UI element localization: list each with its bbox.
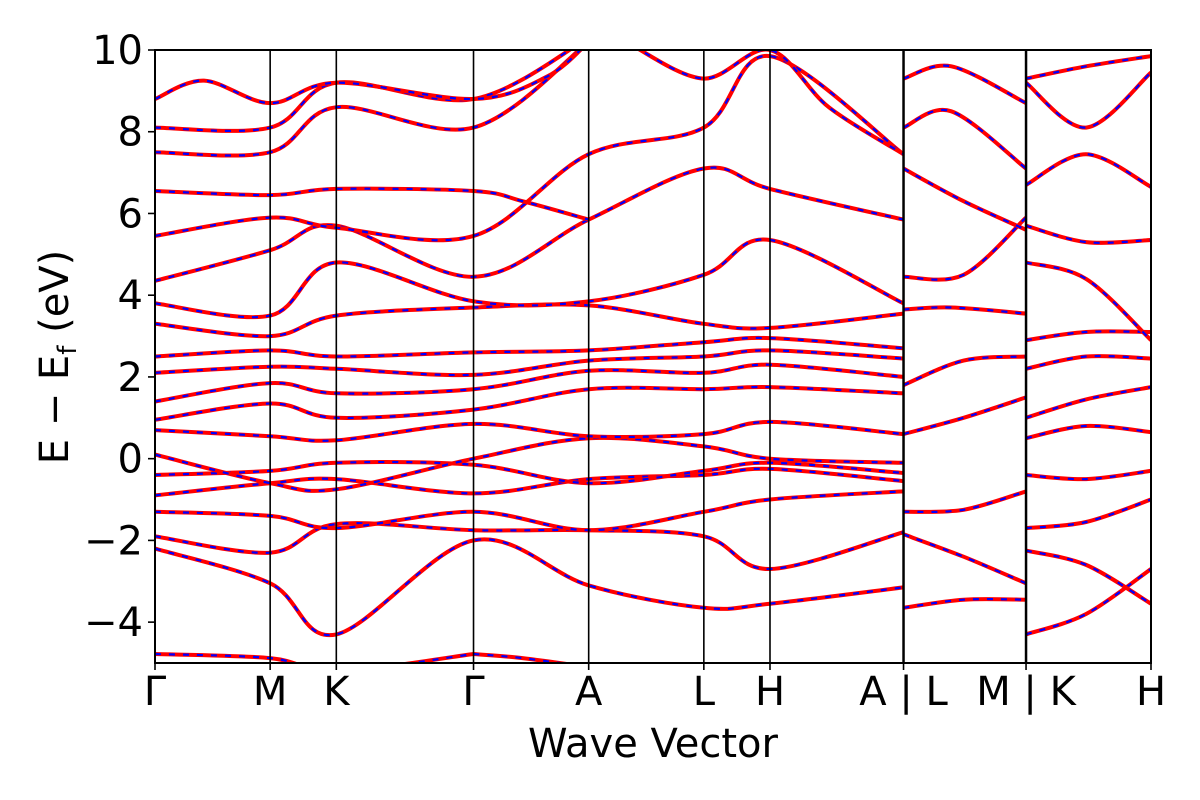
y-axis-label: E − Ef (eV) <box>32 250 83 465</box>
band-line-blue-dashed <box>1025 424 1151 440</box>
band-line-blue-dashed <box>155 166 904 282</box>
band-line-blue-dashed <box>1025 469 1151 481</box>
band-line-blue-dashed <box>903 306 1027 315</box>
y-tick-label: 4 <box>118 273 143 319</box>
y-axis-ticks: −4 −2 0 2 4 6 8 10 <box>84 28 155 646</box>
band-line-blue-dashed <box>1025 386 1151 419</box>
band-line-blue-dashed <box>1025 498 1151 530</box>
band-line-blue-dashed <box>903 216 1027 281</box>
band-line-blue-dashed <box>903 490 1027 514</box>
band-line-blue-dashed <box>903 355 1027 387</box>
band-line-blue-dashed <box>155 490 904 532</box>
band-line-red <box>155 537 904 638</box>
band-line-blue-dashed <box>155 522 904 571</box>
x-tick-label: A | L <box>859 669 948 715</box>
x-tick-label: A <box>575 669 603 715</box>
band-line-red <box>155 186 590 222</box>
band-line-blue-dashed <box>903 597 1027 609</box>
y-tick-label: 0 <box>118 437 143 483</box>
x-tick-label: Γ <box>462 669 485 715</box>
band-line-blue-dashed <box>1025 224 1151 244</box>
band-line-blue-dashed <box>638 50 905 156</box>
band-line-blue-dashed <box>1025 153 1151 188</box>
band-line-blue-dashed <box>155 50 572 133</box>
band-line-blue-dashed <box>1025 55 1151 80</box>
band-line-blue-dashed <box>903 64 1027 105</box>
y-tick-label: 2 <box>118 355 143 401</box>
y-tick-label: 10 <box>92 28 143 74</box>
band-line-blue-dashed <box>155 50 582 105</box>
band-line-blue-dashed <box>1025 354 1151 370</box>
x-tick-label: M | K <box>976 669 1077 715</box>
y-tick-label: −4 <box>84 600 143 646</box>
band-line-red <box>473 652 574 663</box>
x-tick-label: L <box>693 669 716 715</box>
band-line-blue-dashed <box>155 436 904 492</box>
x-tick-label: M <box>253 669 288 715</box>
y-tick-label: −2 <box>84 518 143 564</box>
x-axis-label: Wave Vector <box>528 721 779 767</box>
kpoint-divider-lines <box>269 50 1028 663</box>
x-tick-label: Γ <box>144 669 167 715</box>
band-line-blue-dashed <box>1025 549 1151 605</box>
y-tick-label: 8 <box>118 110 143 156</box>
x-tick-label: K <box>323 669 351 715</box>
x-tick-label: H <box>755 669 785 715</box>
y-axis-label-space <box>32 333 78 346</box>
band-line-blue-dashed <box>1025 71 1151 129</box>
band-line-blue-dashed <box>1025 568 1151 636</box>
y-axis-label-unit: (eV) <box>32 250 78 333</box>
band-line-blue-dashed <box>1025 261 1151 341</box>
x-tick-label: H <box>1136 669 1166 715</box>
y-tick-label: 6 <box>118 191 143 237</box>
y-axis-label-main: E − E <box>32 355 78 465</box>
band-line-blue-dashed <box>155 50 581 157</box>
plot-frame <box>154 49 1152 664</box>
band-line-blue-dashed <box>903 396 1027 436</box>
band-line-blue-dashed <box>903 533 1027 585</box>
y-axis-label-subscript: f <box>53 345 83 355</box>
band-line-blue-dashed <box>902 167 1027 231</box>
band-line-blue-dashed <box>1025 330 1151 342</box>
band-line-blue-dashed <box>903 108 1027 170</box>
